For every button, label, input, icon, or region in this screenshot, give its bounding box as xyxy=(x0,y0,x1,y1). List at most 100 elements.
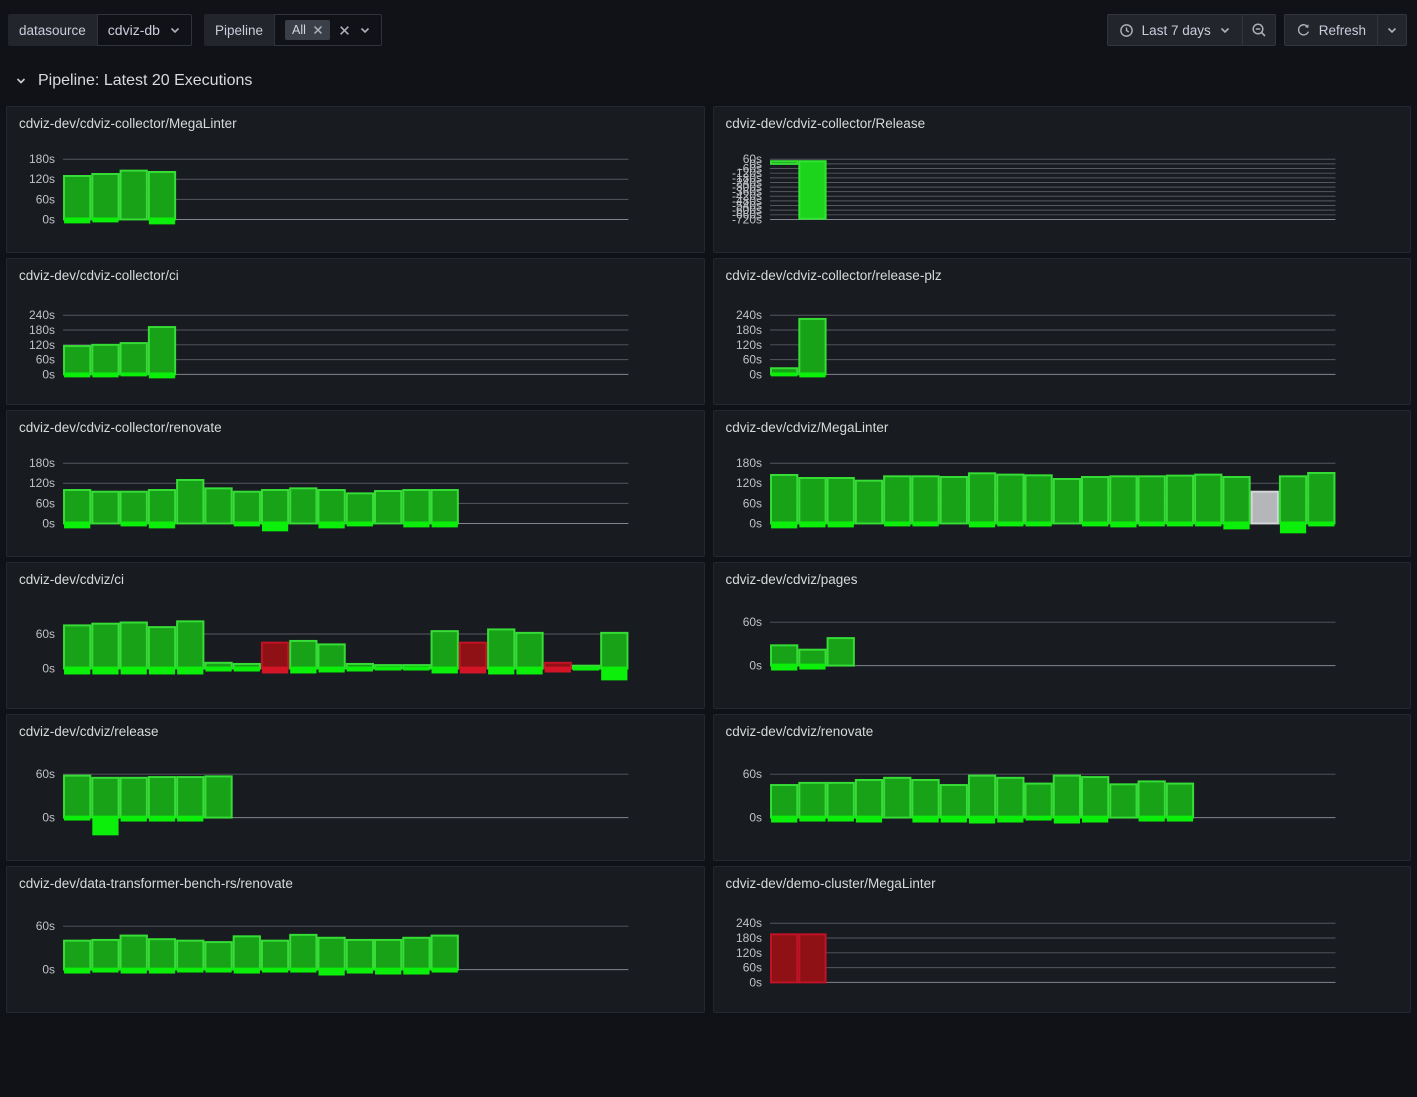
execution-bar[interactable] xyxy=(432,490,458,523)
execution-bar[interactable] xyxy=(1308,473,1334,523)
execution-bar[interactable] xyxy=(884,778,910,818)
execution-bar[interactable] xyxy=(799,650,825,666)
execution-bar[interactable] xyxy=(1195,475,1221,524)
row-pipeline-section-toggle[interactable]: Pipeline: Latest 20 Executions xyxy=(0,56,1417,100)
execution-bar[interactable] xyxy=(460,643,486,669)
execution-bar[interactable] xyxy=(516,633,542,669)
execution-bar[interactable] xyxy=(1025,475,1051,523)
execution-bar[interactable] xyxy=(403,490,429,523)
execution-bar[interactable] xyxy=(1251,492,1277,524)
execution-bar[interactable] xyxy=(403,938,429,970)
execution-bar[interactable] xyxy=(149,627,175,668)
zoom-out-button[interactable] xyxy=(1243,14,1276,46)
execution-bar[interactable] xyxy=(1166,476,1192,524)
execution-bar[interactable] xyxy=(1053,776,1079,818)
execution-bar[interactable] xyxy=(234,936,260,969)
execution-bar[interactable] xyxy=(92,345,118,375)
execution-bar[interactable] xyxy=(827,638,853,665)
execution-bar[interactable] xyxy=(997,778,1023,818)
execution-bar[interactable] xyxy=(1082,477,1108,523)
refresh-button[interactable]: Refresh xyxy=(1284,14,1378,46)
execution-bar[interactable] xyxy=(347,493,373,523)
remove-chip-icon[interactable] xyxy=(313,25,323,35)
execution-bar[interactable] xyxy=(64,941,90,970)
panel-title[interactable]: cdviz-dev/cdviz/ci xyxy=(19,572,124,587)
execution-bar[interactable] xyxy=(318,490,344,523)
execution-bar[interactable] xyxy=(855,780,881,818)
execution-bar[interactable] xyxy=(940,477,966,523)
execution-bar[interactable] xyxy=(601,633,627,669)
execution-bar[interactable] xyxy=(92,492,118,524)
execution-bar[interactable] xyxy=(262,490,288,523)
pipeline-selected-chip[interactable]: All xyxy=(285,20,330,40)
execution-bar[interactable] xyxy=(771,645,797,665)
execution-bar[interactable] xyxy=(92,174,118,219)
panel-title[interactable]: cdviz-dev/cdviz-collector/MegaLinter xyxy=(19,116,237,131)
execution-bar[interactable] xyxy=(92,624,118,669)
execution-bar[interactable] xyxy=(205,776,231,817)
execution-bar[interactable] xyxy=(771,934,797,982)
execution-bar[interactable] xyxy=(1082,777,1108,818)
execution-bar[interactable] xyxy=(827,783,853,818)
execution-bar[interactable] xyxy=(121,171,147,220)
execution-bar[interactable] xyxy=(799,478,825,523)
panel-title[interactable]: cdviz-dev/cdviz-collector/renovate xyxy=(19,420,222,435)
execution-bar[interactable] xyxy=(488,629,514,668)
execution-bar[interactable] xyxy=(912,476,938,523)
execution-bar[interactable] xyxy=(64,490,90,523)
execution-bar[interactable] xyxy=(799,783,825,818)
execution-bar[interactable] xyxy=(318,644,344,668)
execution-bar[interactable] xyxy=(64,625,90,668)
execution-bar[interactable] xyxy=(121,778,147,818)
panel-title[interactable]: cdviz-dev/demo-cluster/MegaLinter xyxy=(726,876,936,891)
execution-bar[interactable] xyxy=(375,491,401,523)
execution-bar[interactable] xyxy=(149,327,175,374)
execution-bar[interactable] xyxy=(940,785,966,818)
panel-title[interactable]: cdviz-dev/cdviz/pages xyxy=(726,572,858,587)
execution-bar[interactable] xyxy=(149,490,175,523)
execution-bar[interactable] xyxy=(968,776,994,818)
execution-bar[interactable] xyxy=(149,939,175,969)
execution-bar[interactable] xyxy=(92,778,118,818)
execution-bar[interactable] xyxy=(177,621,203,668)
execution-bar[interactable] xyxy=(121,492,147,524)
execution-bar[interactable] xyxy=(234,492,260,524)
execution-bar[interactable] xyxy=(799,319,825,374)
execution-bar[interactable] xyxy=(799,161,825,218)
execution-bar[interactable] xyxy=(262,941,288,970)
execution-bar[interactable] xyxy=(375,940,401,970)
panel-title[interactable]: cdviz-dev/cdviz-collector/Release xyxy=(726,116,926,131)
execution-bar[interactable] xyxy=(997,475,1023,524)
execution-bar[interactable] xyxy=(177,777,203,818)
execution-bar[interactable] xyxy=(771,161,797,164)
execution-bar[interactable] xyxy=(121,936,147,970)
execution-bar[interactable] xyxy=(1166,784,1192,818)
execution-bar[interactable] xyxy=(771,785,797,818)
execution-bar[interactable] xyxy=(121,343,147,374)
panel-title[interactable]: cdviz-dev/cdviz/MegaLinter xyxy=(726,420,889,435)
pipeline-value-dropdown[interactable]: All xyxy=(274,14,382,46)
execution-bar[interactable] xyxy=(799,934,825,982)
execution-bar[interactable] xyxy=(64,776,90,818)
execution-bar[interactable] xyxy=(205,488,231,523)
execution-bar[interactable] xyxy=(262,643,288,669)
execution-bar[interactable] xyxy=(968,473,994,523)
execution-bar[interactable] xyxy=(290,488,316,523)
execution-bar[interactable] xyxy=(318,938,344,970)
execution-bar[interactable] xyxy=(1110,784,1136,817)
refresh-interval-dropdown[interactable] xyxy=(1378,14,1407,46)
panel-title[interactable]: cdviz-dev/cdviz-collector/ci xyxy=(19,268,179,283)
execution-bar[interactable] xyxy=(290,935,316,970)
clear-selection-icon[interactable] xyxy=(339,25,350,36)
execution-bar[interactable] xyxy=(1110,476,1136,523)
execution-bar[interactable] xyxy=(855,481,881,524)
execution-bar[interactable] xyxy=(92,940,118,970)
time-range-picker[interactable]: Last 7 days xyxy=(1107,14,1243,46)
execution-bar[interactable] xyxy=(205,942,231,969)
execution-bar[interactable] xyxy=(827,478,853,523)
panel-title[interactable]: cdviz-dev/cdviz/renovate xyxy=(726,724,874,739)
datasource-value-dropdown[interactable]: cdviz-db xyxy=(97,14,192,46)
panel-title[interactable]: cdviz-dev/cdviz/release xyxy=(19,724,159,739)
execution-bar[interactable] xyxy=(1279,476,1305,523)
execution-bar[interactable] xyxy=(64,176,90,219)
